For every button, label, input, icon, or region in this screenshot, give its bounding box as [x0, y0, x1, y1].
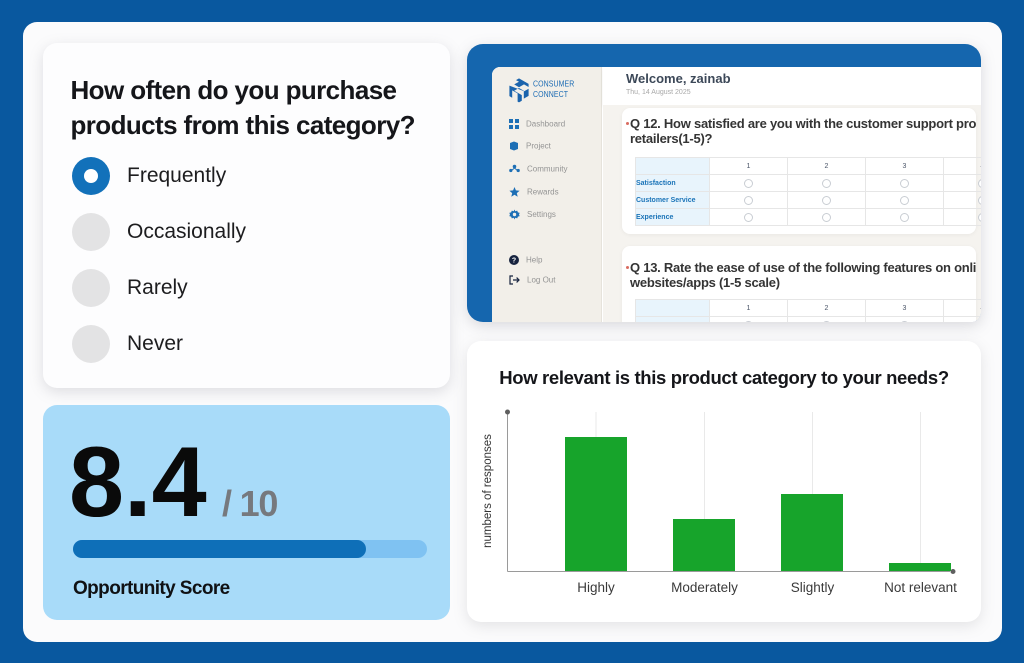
- svg-text:Moderately: Moderately: [671, 580, 738, 595]
- svg-text:Highly: Highly: [577, 580, 615, 595]
- svg-text:numbers of responses: numbers of responses: [482, 434, 494, 548]
- svg-text:Not relevant: Not relevant: [884, 580, 957, 595]
- svg-text:?: ?: [512, 258, 516, 265]
- svg-text:Slightly: Slightly: [791, 580, 835, 595]
